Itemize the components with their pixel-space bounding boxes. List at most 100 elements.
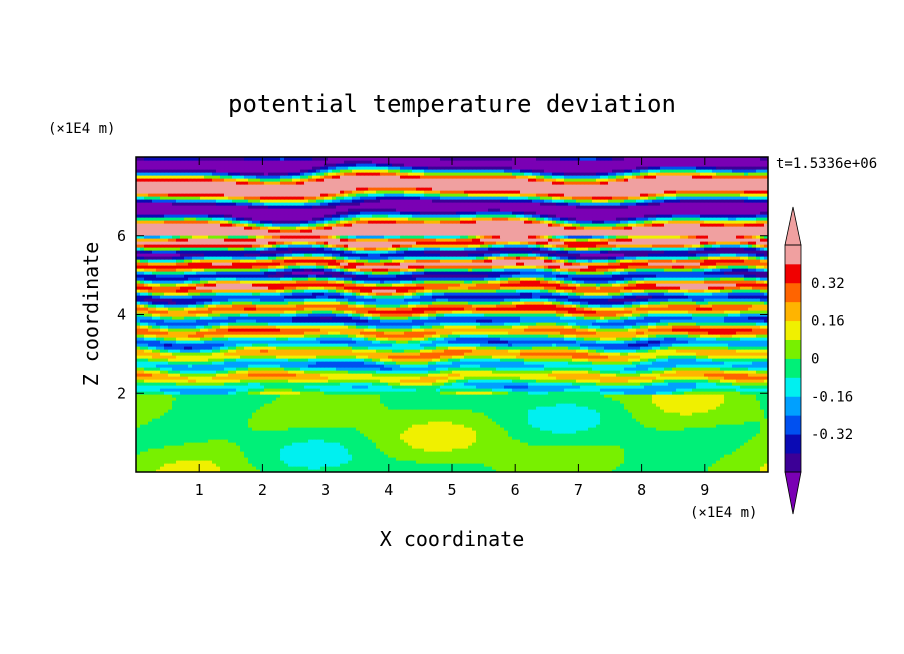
field-cell (348, 433, 353, 437)
field-cell (632, 391, 637, 395)
field-cell (252, 451, 257, 455)
field-cell (604, 391, 609, 395)
field-cell (512, 424, 517, 428)
field-cell (540, 436, 545, 440)
field-cell (704, 469, 709, 472)
field-cell (732, 445, 737, 449)
field-cell (560, 439, 565, 443)
field-cell (276, 439, 281, 443)
field-cell (260, 421, 265, 425)
field-cell (596, 424, 601, 428)
field-cell (416, 403, 421, 407)
field-cell (140, 406, 145, 410)
field-cell (680, 412, 685, 416)
field-cell (136, 394, 141, 398)
field-cell (368, 406, 373, 410)
field-cell (196, 418, 201, 422)
field-cell (648, 397, 653, 401)
field-cell (372, 403, 377, 407)
field-cell (416, 442, 421, 446)
field-cell (412, 388, 417, 392)
field-cell (216, 445, 221, 449)
field-cell (184, 454, 189, 458)
field-cell (256, 421, 261, 425)
field-cell (636, 439, 641, 443)
field-cell (716, 442, 721, 446)
field-cell (248, 451, 253, 455)
field-cell (384, 466, 389, 470)
field-cell (540, 469, 545, 472)
field-cell (660, 469, 665, 472)
field-cell (752, 385, 757, 389)
field-cell (572, 457, 577, 461)
field-cell (276, 391, 281, 395)
field-cell (356, 427, 361, 431)
field-cell (524, 421, 529, 425)
field-cell (532, 469, 537, 472)
field-cell (264, 424, 269, 428)
field-cell (232, 397, 237, 401)
field-cell (592, 388, 597, 392)
field-cell (476, 385, 481, 389)
field-cell (192, 388, 197, 392)
field-cell (668, 421, 673, 425)
field-cell (496, 469, 501, 472)
field-cell (212, 400, 217, 404)
field-cell (200, 436, 205, 440)
field-cell (620, 454, 625, 458)
field-cell (748, 406, 753, 410)
field-cell (152, 415, 157, 419)
field-cell (352, 436, 357, 440)
field-cell (684, 397, 689, 401)
field-cell (448, 418, 453, 422)
field-cell (172, 391, 177, 395)
field-cell (332, 436, 337, 440)
field-cell (264, 463, 269, 467)
field-cell (376, 418, 381, 422)
field-cell (456, 457, 461, 461)
field-cell (648, 412, 653, 416)
field-cell (448, 433, 453, 437)
field-cell (256, 439, 261, 443)
field-cell (324, 415, 329, 419)
field-cell (628, 415, 633, 419)
field-cell (564, 379, 569, 383)
field-cell (688, 394, 693, 398)
field-cell (524, 454, 529, 458)
field-cell (396, 376, 401, 380)
field-cell (400, 430, 405, 434)
field-cell (556, 391, 561, 395)
field-cell (260, 448, 265, 452)
field-cell (700, 430, 705, 434)
field-cell (728, 412, 733, 416)
field-cell (672, 400, 677, 404)
field-cell (736, 439, 741, 443)
field-cell (268, 379, 273, 383)
field-cell (432, 412, 437, 416)
field-cell (596, 454, 601, 458)
field-cell (536, 439, 541, 443)
field-cell (680, 424, 685, 428)
field-cell (708, 388, 713, 392)
field-cell (284, 445, 289, 449)
field-cell (528, 469, 533, 472)
field-cell (416, 451, 421, 455)
field-cell (744, 409, 749, 413)
field-cell (188, 400, 193, 404)
field-cell (244, 400, 249, 404)
field-cell (664, 391, 669, 395)
field-cell (524, 457, 529, 461)
field-cell (368, 457, 373, 461)
field-cell (540, 460, 545, 464)
field-cell (516, 415, 521, 419)
field-cell (492, 406, 497, 410)
field-cell (400, 451, 405, 455)
field-cell (508, 466, 513, 470)
field-cell (236, 442, 241, 446)
field-cell (436, 469, 441, 472)
field-cell (164, 433, 169, 437)
field-cell (600, 439, 605, 443)
field-cell (328, 379, 333, 383)
field-cell (644, 394, 649, 398)
field-cell (508, 436, 513, 440)
